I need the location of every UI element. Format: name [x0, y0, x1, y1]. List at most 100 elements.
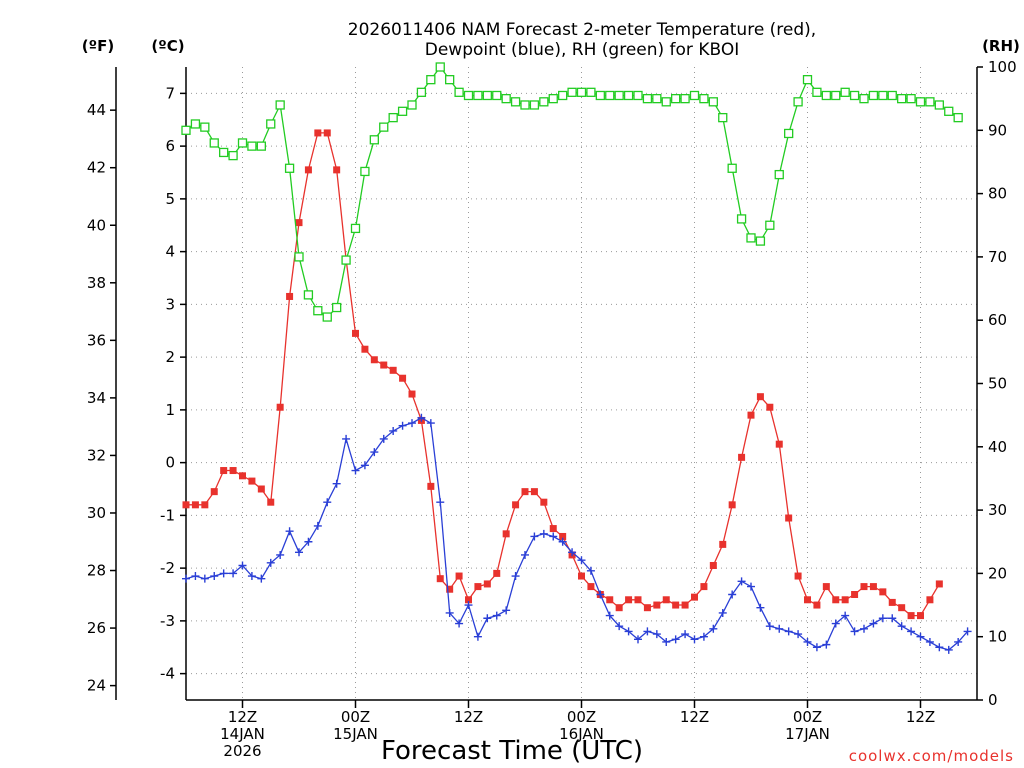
temperature-point [869, 583, 877, 591]
temperature-point [785, 514, 793, 522]
rh-point [595, 90, 605, 101]
rh-point [727, 163, 737, 173]
temperature-point [182, 501, 190, 509]
temperature-point [521, 488, 529, 496]
temperature-point [304, 166, 312, 174]
dewpoint-point [690, 635, 699, 644]
temperature-point [276, 403, 284, 411]
fahrenheit-unit-label: (ºF) [82, 37, 114, 55]
dewpoint-point [822, 640, 831, 649]
temperature-point [747, 411, 755, 419]
x-axis-title: Forecast Time (UTC) [381, 736, 643, 766]
fahrenheit-tick-label: 38 [87, 274, 106, 292]
dewpoint-point [775, 624, 784, 633]
rh-point [887, 90, 897, 101]
dewpoint-point [728, 590, 737, 599]
dewpoint-point [643, 627, 652, 636]
rh-point [510, 97, 521, 107]
temperature-point [257, 485, 265, 493]
dewpoint-point [558, 537, 567, 546]
x-tick-label: 2026 [223, 742, 261, 760]
rh-point [388, 112, 398, 123]
temperature-point [907, 612, 915, 620]
temperature-point [323, 129, 331, 137]
rh-point [247, 141, 257, 151]
dewpoint-point [530, 532, 539, 541]
rh-point [492, 90, 502, 101]
rh-point [746, 233, 756, 243]
rh-point [944, 106, 954, 116]
temperature-point [549, 525, 557, 533]
celsius-tick-label: 0 [165, 454, 175, 472]
rh-point [671, 94, 681, 104]
dewpoint-point [473, 632, 482, 641]
rh-tick-label: 0 [988, 691, 998, 709]
dewpoint-point [521, 550, 529, 559]
rh-point [303, 290, 314, 300]
dewpoint-point [850, 627, 859, 636]
temperature-point [455, 572, 463, 580]
rh-point [558, 90, 568, 101]
rh-point [652, 94, 662, 104]
dewpoint-point [662, 637, 671, 646]
dewpoint-point [238, 561, 247, 570]
dewpoint-point [464, 601, 473, 610]
celsius-tick-label: -2 [160, 559, 175, 577]
x-tick-label: 00Z [341, 708, 370, 726]
dewpoint-point [568, 548, 577, 557]
temperature-point [530, 488, 538, 496]
dewpoint-point [878, 614, 887, 623]
temperature-point [210, 488, 218, 496]
temperature-point [634, 596, 642, 604]
rh-tick-label: 10 [988, 628, 1007, 646]
rh-point [463, 90, 474, 101]
rh-point [576, 87, 587, 97]
temperature-point [493, 569, 501, 577]
temperature-point [587, 583, 595, 591]
rh-point [840, 87, 850, 97]
dewpoint-point [916, 632, 925, 641]
rh-tick-label: 70 [988, 248, 1007, 266]
rh-point [708, 97, 718, 107]
temperature-point [578, 572, 585, 580]
temperature-point [917, 612, 924, 620]
temperature-point [898, 604, 906, 612]
rh-point [237, 138, 248, 148]
dewpoint-point [944, 645, 953, 654]
x-tick-label: 17JAN [785, 725, 830, 743]
dewpoint-point [332, 479, 341, 488]
rh-point [416, 87, 427, 97]
dewpoint-point [539, 529, 548, 538]
rh-point [755, 236, 766, 246]
temperature-point [408, 390, 416, 398]
temperature-point [559, 532, 567, 540]
temperature-point [295, 219, 303, 227]
rh-tick-label: 90 [988, 121, 1007, 139]
rh-point [548, 94, 558, 104]
rh-point [802, 75, 813, 85]
dewpoint-point [756, 603, 765, 612]
temperature-point [832, 596, 840, 604]
rh-point [219, 147, 229, 158]
rh-point [369, 135, 379, 145]
series-line-1 [185, 417, 969, 651]
rh-point [228, 150, 238, 161]
rh-point [699, 94, 709, 104]
rh-point [623, 90, 634, 101]
celsius-tick-label: 2 [165, 348, 175, 366]
celsius-tick-label: 7 [165, 84, 175, 102]
fahrenheit-tick-label: 44 [87, 101, 106, 119]
temperature-point [427, 482, 435, 490]
dewpoint-point [483, 614, 492, 623]
dewpoint-point [295, 548, 303, 557]
rh-point [784, 128, 794, 139]
dewpoint-point [304, 537, 313, 546]
rh-point [906, 94, 916, 104]
temperature-point [653, 601, 661, 609]
celsius-tick-label: 6 [165, 137, 175, 155]
temperature-point [851, 591, 859, 598]
rh-point [633, 90, 643, 101]
temperature-point [813, 601, 821, 609]
temperature-point [615, 604, 623, 612]
